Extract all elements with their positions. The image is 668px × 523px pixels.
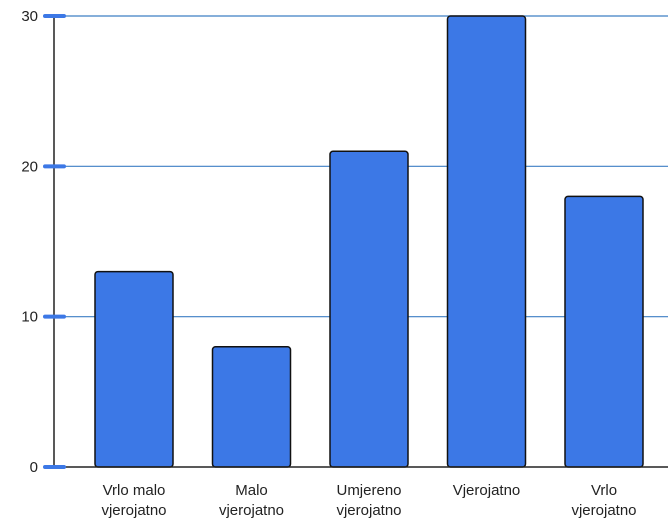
x-tick-label-line: Vrlo malo bbox=[103, 482, 166, 499]
bar bbox=[329, 150, 409, 468]
x-tick-label: Malo vjerojatno bbox=[219, 482, 284, 519]
bars bbox=[94, 15, 644, 468]
x-tick-label-line: Vjerojatno bbox=[453, 482, 521, 499]
x-tick-label-line: Umjereno bbox=[336, 482, 401, 499]
bar bbox=[446, 15, 527, 468]
x-tick-label-line: Vrlo bbox=[591, 482, 617, 499]
y-tick-label: 0 bbox=[30, 459, 38, 476]
y-tick-label: 20 bbox=[21, 158, 38, 175]
x-tick-label: Umjereno vjerojatno bbox=[336, 482, 401, 519]
axes bbox=[53, 14, 668, 468]
bar bbox=[94, 270, 174, 468]
x-tick-label-line: Malo bbox=[235, 482, 268, 499]
y-ticks: 0 10 20 30 bbox=[21, 8, 66, 476]
x-tick-label: Vrlo vjerojatno bbox=[571, 482, 636, 519]
x-tick-label-line: vjerojatno bbox=[571, 502, 636, 519]
y-tick-label: 30 bbox=[21, 8, 38, 25]
y-tick-label: 10 bbox=[21, 309, 38, 326]
x-tick-label: Vrlo malo vjerojatno bbox=[101, 482, 166, 519]
bar bbox=[211, 345, 292, 468]
bar bbox=[564, 195, 644, 468]
x-tick-label-line: vjerojatno bbox=[219, 502, 284, 519]
x-tick-label-line: vjerojatno bbox=[101, 502, 166, 519]
x-tick-label-line: vjerojatno bbox=[336, 502, 401, 519]
x-tick-label: Vjerojatno bbox=[453, 482, 521, 499]
